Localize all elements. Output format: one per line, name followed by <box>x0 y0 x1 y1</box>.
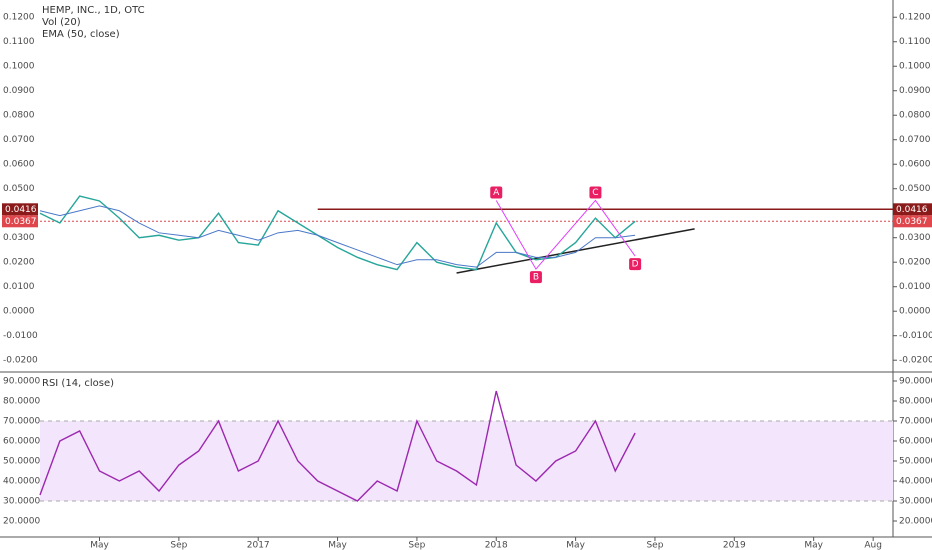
level-box <box>2 215 38 228</box>
y-tick-label: 0.1200 <box>3 13 35 23</box>
y-tick-label: 60.0000 <box>3 437 40 447</box>
y-tick-label: 40.0000 <box>899 477 932 487</box>
x-tick-label: 2018 <box>485 541 508 550</box>
point-label: B <box>533 273 539 283</box>
y-tick-label: 0.1200 <box>899 13 931 23</box>
y-tick-label: 80.0000 <box>3 397 40 407</box>
point-marker <box>529 271 542 284</box>
rsi-band <box>40 421 893 501</box>
indicator-label: EMA (50, close) <box>42 29 120 40</box>
level-label: 0.0367 <box>5 217 37 227</box>
trendline <box>456 228 695 274</box>
pattern-line <box>495 199 636 270</box>
y-tick-label: 0.0600 <box>3 160 35 170</box>
y-tick-label: 90.0000 <box>3 377 40 387</box>
level-box <box>893 215 932 228</box>
y-tick-label: 0.0200 <box>899 258 931 268</box>
point-marker <box>490 186 503 199</box>
y-tick-label: 0.0300 <box>899 233 931 243</box>
y-tick-label: 60.0000 <box>899 437 932 447</box>
y-tick-label: 30.0000 <box>3 497 40 507</box>
level-label: 0.0416 <box>5 205 37 215</box>
y-tick-label: 0.1000 <box>3 62 35 72</box>
rsi-title: RSI (14, close) <box>42 378 114 389</box>
y-tick-label: 0.0700 <box>899 135 931 145</box>
y-tick-label: 0.1000 <box>899 62 931 72</box>
y-tick-label: 0.0500 <box>3 184 35 194</box>
y-tick-label: 0.0000 <box>899 307 931 317</box>
x-tick-label: Sep <box>170 541 187 550</box>
x-tick-label: Sep <box>646 541 663 550</box>
y-tick-label: 0.0900 <box>3 86 35 96</box>
y-tick-label: 0.0500 <box>899 184 931 194</box>
x-tick-label: Aug <box>864 541 882 550</box>
y-tick-label: 0.0300 <box>3 233 35 243</box>
x-tick-label: 2017 <box>247 541 270 550</box>
x-tick-label: Sep <box>408 541 425 550</box>
level-label: 0.0416 <box>896 205 928 215</box>
point-label: C <box>592 188 598 198</box>
y-tick-label: 90.0000 <box>899 377 932 387</box>
y-tick-label: 70.0000 <box>899 417 932 427</box>
y-tick-label: 0.0900 <box>899 86 931 96</box>
level-label: 0.0367 <box>896 217 928 227</box>
y-tick-label: 0.0600 <box>899 160 931 170</box>
chart-title: HEMP, INC., 1D, OTC <box>42 5 145 16</box>
y-tick-label: -0.0200 <box>3 356 38 366</box>
y-tick-label: 70.0000 <box>3 417 40 427</box>
x-tick-label: May <box>90 541 109 550</box>
y-tick-label: 50.0000 <box>899 457 932 467</box>
point-label: A <box>493 188 500 198</box>
y-tick-label: 40.0000 <box>3 477 40 487</box>
y-tick-label: 0.0800 <box>899 111 931 121</box>
y-tick-label: 0.0800 <box>3 111 35 121</box>
x-tick-label: May <box>804 541 823 550</box>
level-box <box>893 203 932 216</box>
y-tick-label: -0.0100 <box>3 331 38 341</box>
series-line <box>39 205 636 268</box>
indicator-label: Vol (20) <box>42 17 81 28</box>
series-line <box>39 195 636 271</box>
point-marker <box>589 186 602 199</box>
x-tick-label: May <box>566 541 585 550</box>
y-tick-label: 80.0000 <box>899 397 932 407</box>
y-tick-label: -0.0100 <box>899 331 932 341</box>
y-tick-label: 0.0100 <box>3 282 35 292</box>
y-tick-label: -0.0200 <box>899 356 932 366</box>
y-tick-label: 20.0000 <box>899 517 932 527</box>
y-tick-label: 0.1100 <box>899 37 931 47</box>
x-tick-label: 2019 <box>723 541 746 550</box>
point-label: D <box>632 260 639 270</box>
series-line <box>39 390 636 502</box>
point-marker <box>629 258 642 271</box>
y-tick-label: 30.0000 <box>899 497 932 507</box>
y-tick-label: 0.0100 <box>899 282 931 292</box>
x-tick-label: May <box>328 541 347 550</box>
level-box <box>2 203 38 216</box>
y-tick-label: 0.1100 <box>3 37 35 47</box>
y-tick-label: 0.0000 <box>3 307 35 317</box>
y-tick-label: 0.0700 <box>3 135 35 145</box>
y-tick-label: 50.0000 <box>3 457 40 467</box>
y-tick-label: 0.0200 <box>3 258 35 268</box>
y-tick-label: 20.0000 <box>3 517 40 527</box>
